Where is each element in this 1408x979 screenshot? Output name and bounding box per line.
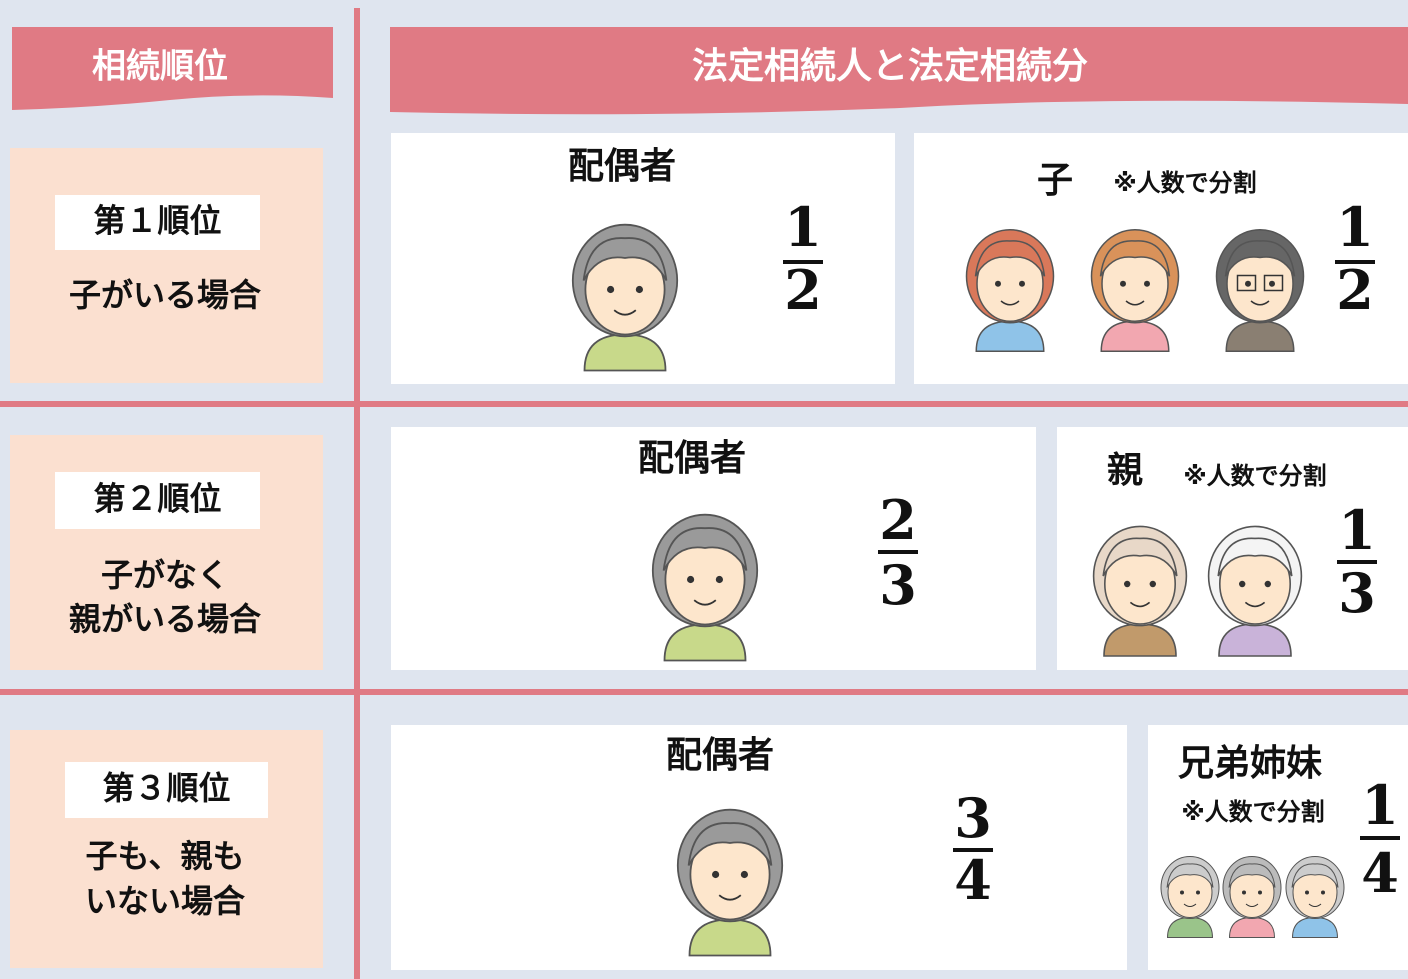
eye [1180,890,1184,895]
eye [740,870,748,879]
numerator: 1 [784,195,822,259]
divider-vertical [354,8,360,979]
heir-note: ※人数で分割 [1181,798,1324,826]
eye [1305,890,1309,895]
eye [712,870,720,879]
hair-front [1102,537,1178,577]
rank-label: 第１順位 [93,202,221,240]
rank-label-box [55,472,260,529]
spouse-label: 配偶者 [568,146,676,187]
rank-header-box [12,27,333,110]
hair-front [582,237,668,281]
eye [1196,890,1200,895]
mouth [1000,300,1020,306]
spouse-label: 配偶者 [638,438,746,479]
rank-label: 第３順位 [102,769,230,807]
rank-label-box [65,762,268,818]
glasses [1236,274,1257,292]
heirs-header: 法定相続人と法定相続分 [692,46,1088,87]
numerator: 1 [1336,195,1374,259]
person-illustration [1285,856,1345,938]
condition: 親がいる場合 [69,600,261,638]
person-illustration [1215,229,1305,352]
person-illustration [1222,856,1282,938]
mouth [1245,903,1259,907]
condition: 子も、親も [85,837,244,875]
eye [1019,280,1025,287]
mouth [718,894,742,901]
denominator: 2 [1336,258,1374,322]
eye [715,575,723,584]
numerator: 3 [954,786,992,850]
eye [635,285,643,294]
person-illustration [571,223,679,372]
glasses [1263,274,1284,292]
mouth [1129,601,1151,608]
heir-note: ※人数で分割 [1113,169,1256,197]
person-illustration [1207,525,1303,657]
hair-front [1224,240,1296,277]
eye [1321,890,1325,895]
eye [687,575,695,584]
hair-front [662,527,748,571]
eye [1144,280,1150,287]
mouth [1125,300,1145,306]
hair-front [1228,863,1276,888]
denominator: 3 [1338,561,1376,625]
heir-note: ※人数で分割 [1183,462,1326,490]
person-illustration [651,513,759,662]
eye [995,280,1001,287]
eye [1120,280,1126,287]
eye [1124,580,1131,588]
numerator: 2 [879,488,917,552]
denominator: 4 [1361,841,1399,905]
eye [1245,280,1251,287]
condition: いない場合 [85,882,245,920]
hair-front [1291,863,1339,888]
mouth [1244,601,1266,608]
divider-horizontal [0,401,1408,407]
mouth [1183,903,1197,907]
person-illustration [676,808,784,957]
rank-label: 第２順位 [93,480,221,518]
mouth [613,309,637,316]
rank-header: 相続順位 [92,47,228,87]
eye [1239,580,1246,588]
divider-horizontal [0,689,1408,695]
rank-label-box [55,195,260,250]
person-illustration [1092,525,1188,657]
numerator: 1 [1361,773,1399,837]
denominator: 4 [954,848,992,912]
condition: 子がいる場合 [69,276,261,314]
heirs-header-box [390,27,1408,115]
eye [1242,890,1246,895]
person-illustration [1090,229,1180,352]
denominator: 2 [784,258,822,322]
heir-label: 子 [1037,160,1073,201]
person-illustration [965,229,1055,352]
mouth [693,599,717,606]
mouth [1250,300,1270,306]
eye [1269,280,1275,287]
condition: 子がなく [101,556,229,594]
hair-front [1217,537,1293,577]
heir-label: 兄弟姉妹 [1178,743,1322,784]
rank-panel [10,148,323,383]
eye [607,285,615,294]
eye [1264,580,1271,588]
spouse-label: 配偶者 [666,735,774,776]
eye [1258,890,1262,895]
eye [1149,580,1156,588]
heir-label: 親 [1107,450,1143,491]
hair-front [974,240,1046,277]
hair-front [687,822,773,866]
numerator: 1 [1338,498,1376,562]
hair-front [1166,863,1214,888]
mouth [1308,903,1322,907]
person-illustration [1160,856,1220,938]
hair-front [1099,240,1171,277]
denominator: 3 [879,553,917,617]
